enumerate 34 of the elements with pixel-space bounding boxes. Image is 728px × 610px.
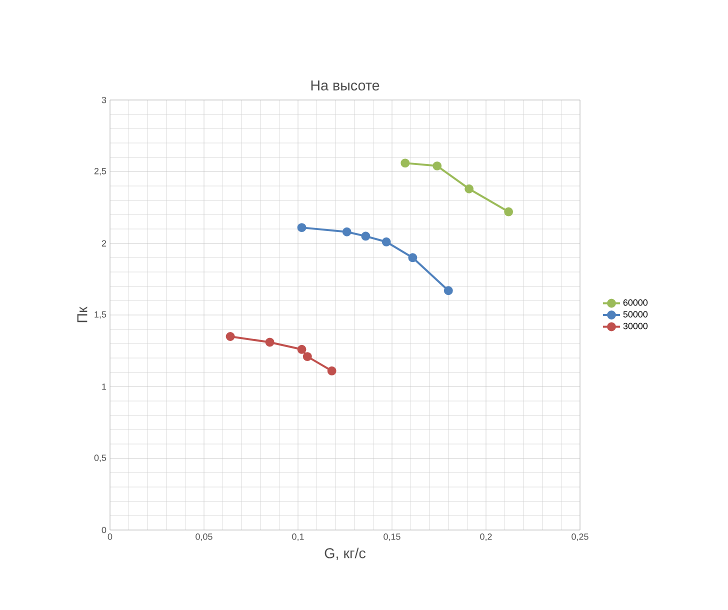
point [504, 207, 514, 216]
y-tick-label: 0,5 [94, 454, 106, 462]
point [444, 286, 453, 296]
x-tick-label: 0,05 [196, 534, 212, 541]
x-tick-label: 0,15 [384, 534, 400, 541]
point [297, 344, 306, 354]
y-axis-title: Пк [77, 306, 88, 322]
point [265, 338, 274, 347]
x-tick-label: 0,25 [572, 534, 588, 541]
point [327, 366, 336, 376]
point [226, 332, 235, 341]
chart-title: На высоте [311, 80, 380, 90]
point [342, 227, 352, 236]
point [297, 223, 306, 232]
point [432, 161, 442, 170]
y-tick-label: 1 [102, 384, 106, 390]
x-tick-label: 0,2 [480, 534, 492, 541]
point [361, 232, 370, 241]
point [382, 237, 391, 246]
point [464, 184, 474, 194]
x-tick-label: 0 [108, 534, 112, 540]
y-tick-label: 2,5 [94, 168, 106, 176]
x-axis-title: G, кг/с [324, 548, 366, 560]
legend-label: 60000 [623, 299, 648, 306]
y-tick-label: 3 [102, 96, 106, 104]
legend-label: 30000 [623, 322, 648, 330]
y-tick-label: 0 [102, 526, 106, 534]
point [400, 158, 410, 168]
y-tick-label: 2 [102, 240, 106, 246]
legend-label: 50000 [623, 311, 648, 318]
point [302, 352, 312, 362]
x-tick-label: 0,1 [292, 534, 304, 541]
y-tick-label: 1,5 [94, 311, 106, 319]
point [408, 253, 418, 262]
